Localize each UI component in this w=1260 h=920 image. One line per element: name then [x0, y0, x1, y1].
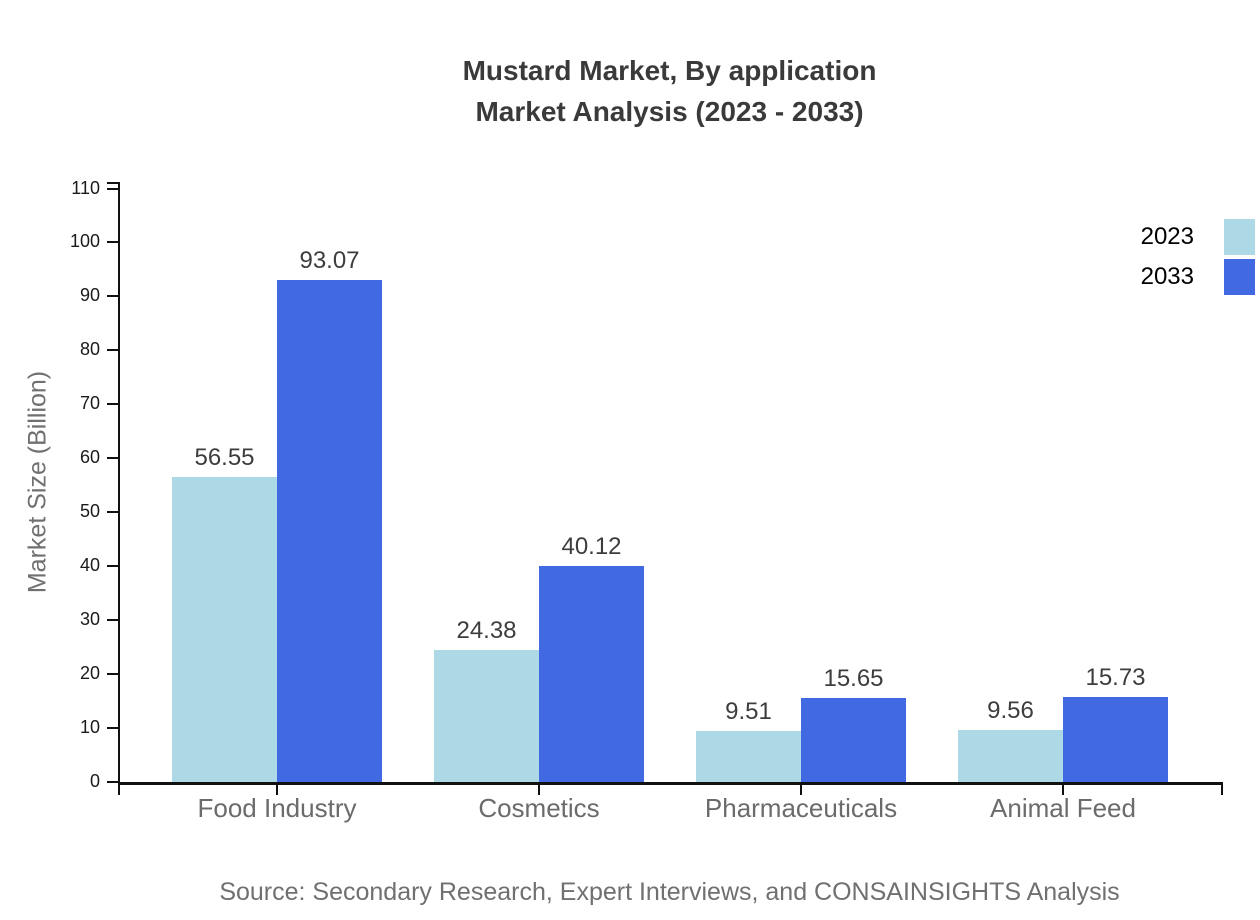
bar-2033-food-industry — [277, 279, 382, 782]
y-tick-mark — [107, 187, 119, 190]
x-tick-mark — [538, 785, 540, 795]
y-tick-label: 40 — [79, 555, 100, 576]
y-tick-mark — [107, 241, 119, 244]
legend-row-2033: 2033 — [1141, 257, 1255, 297]
y-axis-line — [118, 182, 120, 785]
legend-label-2033: 2033 — [1140, 263, 1194, 290]
x-tick-mark — [276, 785, 278, 795]
y-tick-label: 30 — [79, 609, 100, 630]
y-tick-label: 110 — [71, 177, 100, 198]
bar-value-label: 15.73 — [1085, 664, 1146, 692]
y-tick-label: 0 — [89, 771, 100, 791]
y-tick-label: 50 — [79, 501, 100, 522]
y-tick-mark — [107, 619, 119, 622]
y-tick-label: 80 — [79, 339, 100, 360]
chart-title-block: Mustard Market, By application Market An… — [116, 50, 1223, 132]
x-tick-mark — [1062, 785, 1064, 795]
y-axis-endcap-tick — [107, 182, 119, 184]
source-note: Source: Secondary Research, Expert Inter… — [219, 878, 1120, 906]
bar-2033-animal-feed — [1063, 697, 1168, 782]
y-tick-label: 10 — [79, 717, 100, 738]
chart-subtitle: Market Analysis (2023 - 2033) — [475, 96, 864, 127]
legend-row-2023: 2023 — [1141, 217, 1255, 257]
x-tick-mark — [1221, 785, 1223, 795]
bar-2023-animal-feed — [958, 730, 1063, 782]
bar-value-label: 9.56 — [987, 697, 1034, 725]
bar-2023-cosmetics — [434, 650, 539, 782]
bar-value-label: 56.55 — [194, 443, 255, 471]
legend-swatch-2023 — [1224, 219, 1255, 255]
x-tick-mark — [118, 785, 120, 795]
legend: 2023 2033 — [1141, 217, 1255, 297]
x-axis-line — [118, 782, 1223, 785]
y-tick-mark — [107, 457, 119, 460]
y-tick-mark — [107, 295, 119, 298]
bar-value-label: 15.65 — [823, 664, 884, 692]
bar-value-label: 40.12 — [561, 532, 622, 560]
y-tick-mark — [107, 511, 119, 514]
y-tick-mark — [107, 565, 119, 568]
y-tick-label: 100 — [69, 231, 100, 252]
y-tick-mark — [107, 349, 119, 352]
y-tick-label: 70 — [79, 393, 100, 414]
x-category-label-pharmaceuticals: Pharmaceuticals — [704, 793, 898, 823]
y-tick-label: 20 — [79, 663, 100, 684]
legend-swatch-2033 — [1224, 259, 1255, 295]
bar-2023-food-industry — [172, 476, 277, 782]
bar-value-label: 93.07 — [299, 246, 360, 274]
bar-value-label: 24.38 — [456, 617, 517, 645]
bar-2023-pharmaceuticals — [696, 730, 801, 782]
bar-value-label: 9.51 — [725, 697, 772, 725]
x-tick-mark — [800, 785, 802, 795]
bar-2033-pharmaceuticals — [801, 697, 906, 782]
y-tick-mark — [107, 781, 119, 783]
y-tick-label: 90 — [79, 285, 100, 306]
y-tick-mark — [107, 403, 119, 406]
y-tick-mark — [107, 727, 119, 730]
bar-2033-cosmetics — [539, 565, 644, 782]
x-category-label-food-industry: Food Industry — [197, 793, 357, 823]
y-tick-mark — [107, 673, 119, 676]
x-category-label-animal-feed: Animal Feed — [990, 793, 1136, 823]
chart-title: Mustard Market, By application — [462, 55, 877, 86]
legend-label-2023: 2023 — [1140, 223, 1194, 250]
y-tick-label: 60 — [79, 447, 100, 468]
x-category-label-cosmetics: Cosmetics — [478, 793, 600, 823]
